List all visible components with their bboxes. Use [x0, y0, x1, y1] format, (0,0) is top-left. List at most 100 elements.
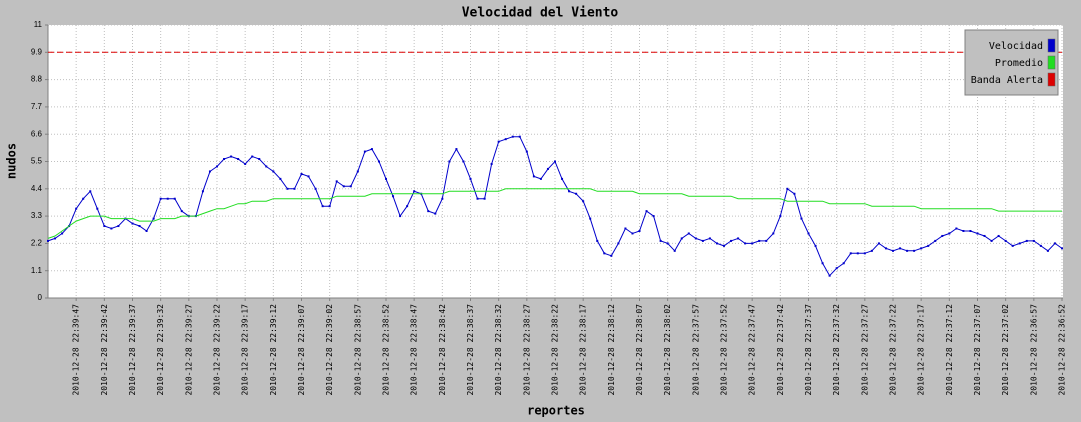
point-marker [779, 215, 782, 218]
x-tick-label: 2010-12-28 22:39:12 [269, 304, 278, 396]
point-marker [715, 242, 718, 245]
y-tick-label: 9.9 [31, 47, 43, 56]
point-marker [307, 175, 310, 178]
point-marker [518, 135, 521, 138]
point-marker [293, 187, 296, 190]
point-marker [103, 225, 106, 228]
y-tick-label: 6.6 [31, 129, 43, 138]
point-marker [666, 242, 669, 245]
y-tick-label: 2.2 [31, 239, 43, 248]
x-tick-label: 2010-12-28 22:38:22 [551, 304, 560, 396]
x-tick-label: 2010-12-28 22:39:02 [325, 304, 334, 396]
point-marker [765, 239, 768, 242]
y-axis-label: nudos [5, 143, 19, 179]
point-marker [786, 187, 789, 190]
point-marker [807, 232, 810, 235]
x-tick-label: 2010-12-28 22:39:37 [128, 304, 137, 396]
point-marker [82, 197, 85, 200]
x-tick-label: 2010-12-28 22:38:32 [494, 304, 503, 396]
point-marker [1046, 249, 1049, 252]
point-marker [300, 172, 303, 175]
point-marker [828, 274, 831, 277]
point-marker [990, 239, 993, 242]
x-tick-label: 2010-12-28 22:39:17 [241, 304, 250, 396]
y-tick-label: 8.8 [31, 75, 43, 84]
point-marker [884, 247, 887, 250]
y-tick-label: 11 [34, 20, 43, 29]
point-marker [265, 165, 268, 168]
point-marker [223, 158, 226, 161]
point-marker [631, 232, 634, 235]
point-marker [392, 195, 395, 198]
x-tick-label: 2010-12-28 22:37:47 [748, 304, 757, 396]
point-marker [793, 192, 796, 195]
point-marker [856, 252, 859, 255]
x-tick-label: 2010-12-28 22:37:17 [917, 304, 926, 396]
x-tick-label: 2010-12-28 22:36:57 [1029, 304, 1038, 396]
point-marker [483, 197, 486, 200]
point-marker [913, 249, 916, 252]
point-marker [737, 237, 740, 240]
y-tick-label: 7.7 [31, 102, 43, 111]
x-tick-label: 2010-12-28 22:38:52 [382, 304, 391, 396]
x-tick-label: 2010-12-28 22:37:32 [832, 304, 841, 396]
legend-box [964, 29, 1059, 96]
point-marker [744, 242, 747, 245]
x-tick-label: 2010-12-28 22:39:32 [156, 304, 165, 396]
point-marker [96, 207, 99, 210]
point-marker [131, 222, 134, 225]
point-marker [159, 197, 162, 200]
x-tick-label: 2010-12-28 22:38:12 [607, 304, 616, 396]
point-marker [659, 239, 662, 242]
point-marker [138, 225, 141, 228]
point-marker [955, 227, 958, 230]
point-marker [279, 177, 282, 180]
point-marker [969, 229, 972, 232]
point-marker [849, 252, 852, 255]
point-marker [152, 217, 155, 220]
point-marker [314, 187, 317, 190]
point-marker [180, 210, 183, 213]
x-tick-label: 2010-12-28 22:39:07 [297, 304, 306, 396]
point-marker [1025, 239, 1028, 242]
point-marker [532, 175, 535, 178]
point-marker [356, 170, 359, 173]
x-tick-label: 2010-12-28 22:38:27 [522, 304, 531, 396]
point-marker [842, 262, 845, 265]
point-marker [701, 239, 704, 242]
point-marker [476, 197, 479, 200]
point-marker [772, 232, 775, 235]
x-tick-label: 2010-12-28 22:37:02 [1001, 304, 1010, 396]
point-marker [1053, 242, 1056, 245]
point-marker [983, 234, 986, 237]
x-tick-label: 2010-12-28 22:38:17 [579, 304, 588, 396]
point-marker [462, 160, 465, 163]
point-marker [455, 148, 458, 151]
point-marker [208, 170, 211, 173]
point-marker [539, 177, 542, 180]
point-marker [1032, 239, 1035, 242]
point-marker [251, 155, 254, 158]
point-marker [638, 229, 641, 232]
legend-label: Promedio [995, 58, 1043, 69]
point-marker [687, 232, 690, 235]
x-tick-label: 2010-12-28 22:38:02 [663, 304, 672, 396]
point-marker [47, 239, 49, 242]
point-marker [370, 148, 373, 151]
point-marker [751, 242, 754, 245]
point-marker [525, 150, 528, 153]
y-tick-label: 5.5 [31, 157, 43, 166]
point-marker [575, 192, 578, 195]
point-marker [610, 254, 613, 257]
point-marker [1018, 242, 1021, 245]
x-tick-label: 2010-12-28 22:37:57 [691, 304, 700, 396]
point-marker [441, 197, 444, 200]
x-tick-label: 2010-12-28 22:37:37 [804, 304, 813, 396]
point-marker [892, 249, 894, 252]
point-marker [342, 185, 345, 188]
x-tick-label: 2010-12-28 22:38:57 [353, 304, 362, 396]
point-marker [201, 190, 204, 193]
point-marker [645, 210, 648, 213]
